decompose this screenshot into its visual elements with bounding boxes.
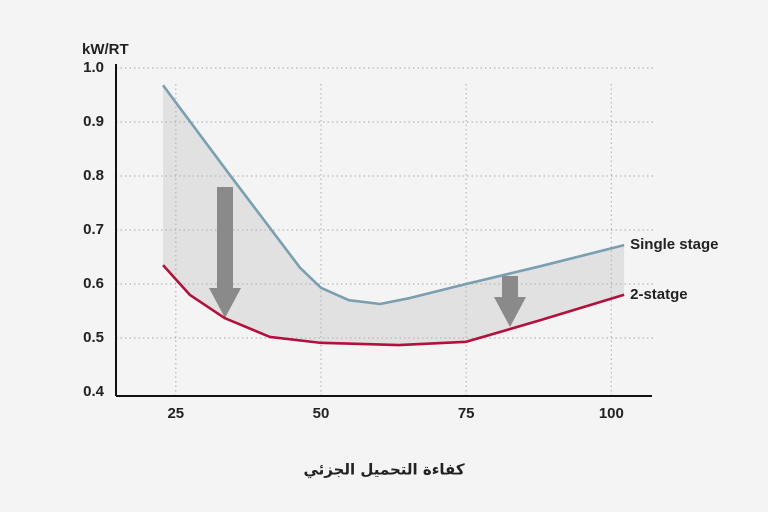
y-tick-label: 0.9 <box>83 113 104 130</box>
series-line <box>161 84 625 306</box>
x-tick-label: 25 <box>167 405 184 422</box>
series-label: Single stage <box>630 236 718 253</box>
x-axis-label: كفاءة التحميل الجزئي <box>303 461 464 479</box>
y-tick-label: 0.5 <box>83 329 104 346</box>
y-tick-label: 0.8 <box>83 167 104 184</box>
y-tick-label: 0.6 <box>83 275 104 292</box>
x-tick-label: 100 <box>599 405 624 422</box>
x-tick-label: 50 <box>313 405 330 422</box>
series-line <box>162 264 625 347</box>
y-tick-label: 0.7 <box>83 221 104 238</box>
series-label: 2-statge <box>630 286 688 303</box>
arrow <box>494 276 526 327</box>
x-tick-label: 75 <box>458 405 475 422</box>
y-tick-label: 0.4 <box>83 383 105 400</box>
y-tick-label: 1.0 <box>83 59 104 76</box>
arrow <box>209 187 241 318</box>
y-axis-label: kW/RT <box>82 41 129 58</box>
